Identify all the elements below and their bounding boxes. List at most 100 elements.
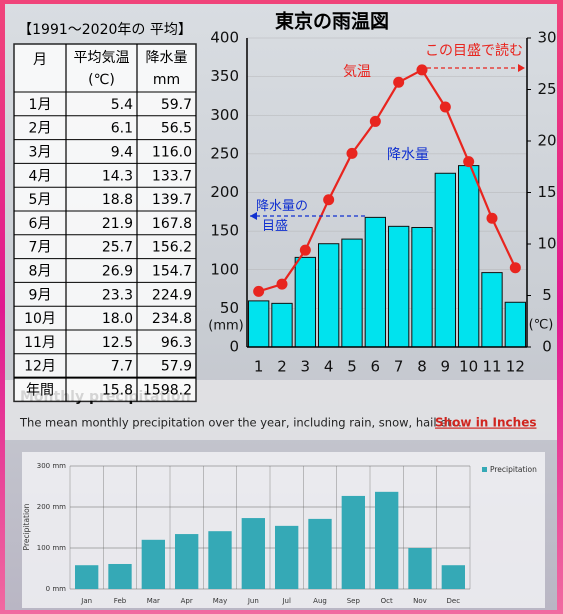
temperature-point: [509, 262, 521, 274]
bar: [388, 225, 410, 348]
bar: [481, 272, 503, 348]
series-label: 気温: [343, 64, 371, 80]
temperature-point: [393, 76, 405, 88]
y-tick-label: 200: [210, 183, 239, 201]
y2-tick-label: 20: [537, 132, 556, 150]
bar: [275, 525, 299, 589]
y2-tick-label: 10: [537, 235, 556, 253]
table-cell: 9月: [29, 287, 52, 303]
table-cell: 57.9: [161, 359, 192, 375]
temperature-point: [253, 285, 265, 297]
table-cell: 167.8: [152, 216, 192, 232]
table-header: 平均気温: [74, 50, 130, 66]
bar: [458, 165, 480, 348]
table-cell: 14.3: [102, 168, 133, 184]
x-tick-label: May: [213, 597, 227, 605]
x-tick-label: Apr: [181, 597, 193, 605]
bar: [294, 256, 316, 348]
temperature-point: [346, 147, 358, 159]
table-cell: 15.8: [102, 383, 133, 399]
bar: [208, 531, 232, 589]
table-cell: 156.2: [152, 240, 192, 256]
y-tick-label: 150: [210, 222, 239, 240]
table-cell: 2月: [29, 121, 52, 137]
x-tick-label: 4: [324, 358, 334, 376]
x-tick-label: 2: [277, 358, 287, 376]
table-cell: 12月: [24, 359, 56, 375]
bar: [248, 300, 270, 348]
bar: [308, 518, 332, 589]
y-unit: (mm): [208, 319, 243, 334]
bar: [434, 172, 456, 348]
table-cell: 5.4: [111, 97, 133, 113]
table-cell: 11月: [24, 335, 56, 351]
x-tick-label: Dec: [447, 597, 461, 605]
table-cell: 年間: [26, 383, 54, 399]
legend-label: Precipitation: [490, 465, 537, 474]
table-cell: 18.8: [102, 192, 133, 208]
table-cell: 6.1: [111, 121, 133, 137]
table-cell: 12.5: [102, 335, 133, 351]
x-tick-label: 3: [301, 358, 311, 376]
annotation: 降水量の目盛: [256, 199, 308, 234]
bar: [441, 565, 465, 589]
series-label: 降水量: [387, 147, 429, 163]
y2-tick-label: 5: [542, 286, 552, 304]
bar: [141, 539, 165, 589]
x-tick-label: Jul: [281, 597, 291, 605]
x-tick-label: Feb: [114, 597, 127, 605]
table-cell: 10月: [24, 311, 56, 327]
table-cell: 7.7: [111, 359, 133, 375]
table-cell: 9.4: [111, 145, 133, 161]
y-tick-label: 0 mm: [46, 585, 66, 593]
x-tick-label: Aug: [313, 597, 327, 605]
bar: [75, 565, 99, 589]
temperature-point: [439, 101, 451, 113]
x-tick-label: 11: [482, 358, 501, 376]
x-tick-label: Jun: [247, 597, 259, 605]
temperature-point: [299, 244, 311, 256]
table-cell: 25.7: [102, 240, 133, 256]
table-cell: 116.0: [152, 145, 192, 161]
x-tick-label: 12: [506, 358, 525, 376]
bar: [375, 491, 399, 589]
y-axis-title: Precipitation: [22, 503, 31, 550]
y-tick-label: 350: [210, 67, 239, 85]
table-title: 【1991～2020年の 平均】: [18, 22, 192, 38]
arrow-head: [250, 212, 257, 220]
table-cell: 26.9: [102, 264, 133, 280]
bar: [411, 226, 433, 348]
bar: [175, 534, 199, 589]
bar: [341, 495, 365, 589]
x-tick-label: Mar: [147, 597, 160, 605]
y2-tick-label: 30: [537, 29, 556, 47]
table-cell: 133.7: [152, 168, 192, 184]
table-header: mm: [153, 72, 180, 88]
x-tick-label: 5: [347, 358, 357, 376]
show-inches-link[interactable]: Show in Inches: [435, 416, 536, 430]
bar: [108, 563, 132, 589]
table-bg: [13, 43, 197, 403]
legend-swatch: [482, 467, 487, 472]
table-cell: 56.5: [161, 121, 192, 137]
temperature-point: [486, 212, 498, 224]
table-cell: 234.8: [152, 311, 192, 327]
y-tick-label: 0: [229, 338, 239, 356]
bar: [271, 302, 293, 348]
x-tick-label: 10: [459, 358, 478, 376]
x-tick-label: Oct: [381, 597, 393, 605]
table-cell: 59.7: [161, 97, 192, 113]
y2-tick-label: 15: [537, 183, 556, 201]
x-tick-label: Sep: [347, 597, 361, 605]
x-tick-label: 9: [441, 358, 451, 376]
table-header: (℃): [88, 72, 115, 88]
table-cell: 6月: [29, 216, 52, 232]
table-cell: 96.3: [161, 335, 192, 351]
annotation: この目盛で読む: [425, 42, 523, 59]
y-tick-label: 300 mm: [37, 462, 66, 470]
y2-tick-label: 0: [542, 338, 552, 356]
bar: [364, 216, 386, 348]
bar: [241, 518, 265, 589]
